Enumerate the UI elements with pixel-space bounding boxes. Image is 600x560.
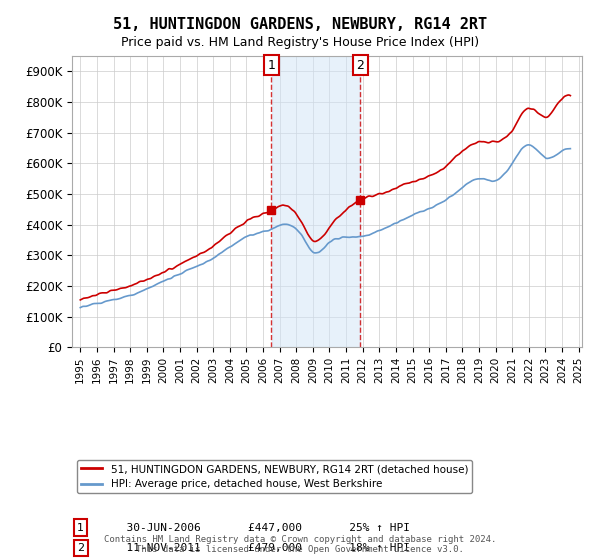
Legend: 51, HUNTINGDON GARDENS, NEWBURY, RG14 2RT (detached house), HPI: Average price, : 51, HUNTINGDON GARDENS, NEWBURY, RG14 2R… [77,460,472,493]
Text: 1: 1 [268,59,275,72]
Text: 1: 1 [77,522,84,533]
Text: 2: 2 [77,543,84,553]
Text: 30-JUN-2006       £447,000       25% ↑ HPI: 30-JUN-2006 £447,000 25% ↑ HPI [113,522,410,533]
Text: Contains HM Land Registry data © Crown copyright and database right 2024.
This d: Contains HM Land Registry data © Crown c… [104,535,496,554]
Text: 51, HUNTINGDON GARDENS, NEWBURY, RG14 2RT: 51, HUNTINGDON GARDENS, NEWBURY, RG14 2R… [113,17,487,32]
Text: Price paid vs. HM Land Registry's House Price Index (HPI): Price paid vs. HM Land Registry's House … [121,36,479,49]
Text: 2: 2 [356,59,364,72]
Text: 11-NOV-2011       £479,000       18% ↑ HPI: 11-NOV-2011 £479,000 18% ↑ HPI [113,543,410,553]
